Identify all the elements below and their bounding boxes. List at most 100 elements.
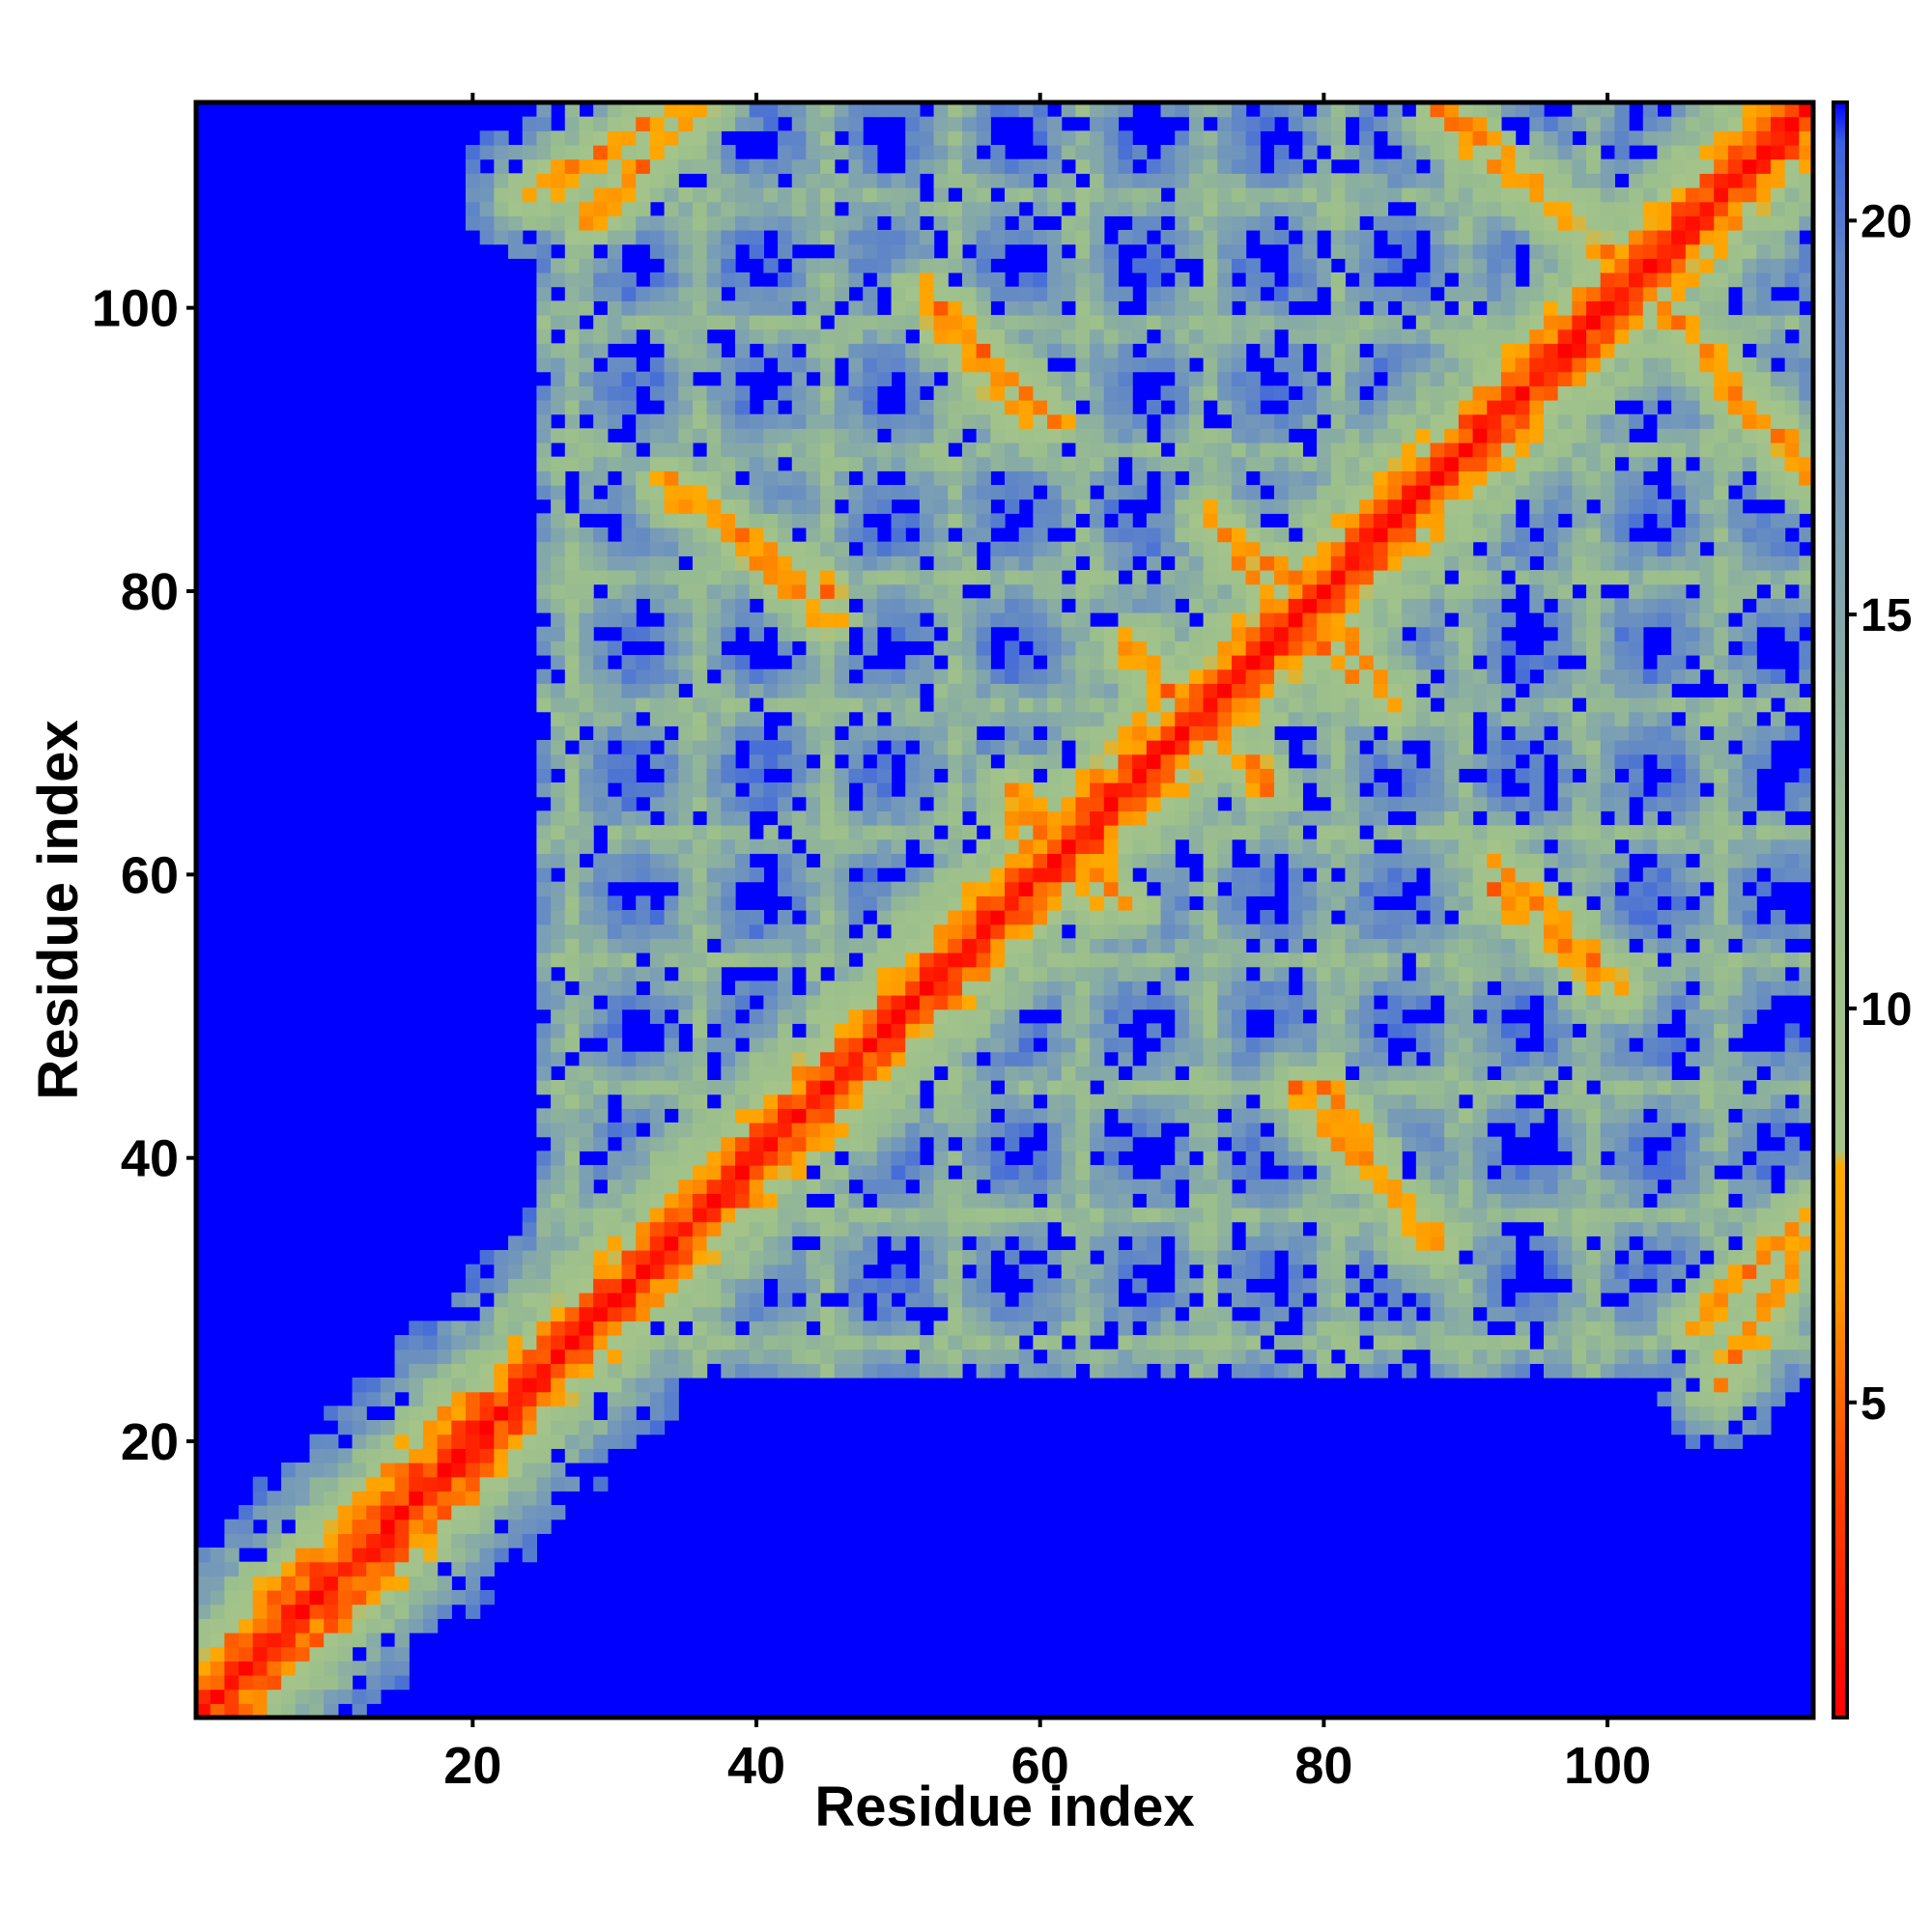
heatmap-cell (1018, 725, 1034, 741)
heatmap-cell (735, 1165, 751, 1180)
heatmap-cell (961, 668, 978, 684)
heatmap-cell (948, 725, 963, 741)
heatmap-cell (1330, 343, 1347, 358)
heatmap-cell (394, 1476, 410, 1492)
heatmap-cell (778, 498, 793, 514)
heatmap-cell (437, 1491, 452, 1506)
heatmap-cell (990, 286, 1006, 301)
heatmap-cell (1203, 1221, 1218, 1236)
heatmap-cell (1288, 357, 1303, 373)
heatmap-cell (919, 1122, 935, 1138)
heatmap-cell (692, 881, 708, 896)
heatmap-cell (579, 1293, 594, 1308)
heatmap-cell (1175, 413, 1190, 429)
heatmap-cell (252, 1675, 269, 1690)
heatmap-cell (1260, 1080, 1275, 1095)
heatmap-cell (1330, 923, 1347, 939)
heatmap-cell (1132, 598, 1148, 613)
heatmap-cell (706, 740, 722, 755)
heatmap-cell (706, 1037, 722, 1053)
heatmap-cell (494, 1491, 509, 1506)
heatmap-cell (721, 1278, 736, 1293)
heatmap-cell (607, 400, 623, 415)
heatmap-cell (636, 1080, 651, 1095)
heatmap-cell (621, 1051, 637, 1066)
heatmap-cell (961, 513, 978, 528)
heatmap-cell (1075, 130, 1091, 146)
heatmap-cell (919, 541, 935, 556)
heatmap-cell (721, 583, 736, 599)
heatmap-cell (990, 583, 1006, 599)
heatmap-cell (1302, 626, 1318, 641)
heatmap-cell (961, 1221, 978, 1236)
heatmap-cell (1302, 130, 1318, 146)
heatmap-cell (1160, 867, 1176, 883)
heatmap-cell (721, 1165, 736, 1180)
heatmap-cell (976, 782, 991, 798)
heatmap-cell (422, 1321, 439, 1336)
heatmap-cell (1188, 413, 1205, 429)
heatmap-cell (948, 371, 963, 386)
heatmap-cell (1302, 1037, 1318, 1053)
heatmap-cell (579, 980, 594, 996)
heatmap-cell (933, 173, 949, 188)
heatmap-cell (1103, 1208, 1120, 1223)
heatmap-cell (409, 1476, 424, 1492)
heatmap-cell (564, 1321, 581, 1336)
heatmap-cell (564, 867, 581, 883)
heatmap-cell (806, 1136, 821, 1151)
heatmap-cell (791, 1363, 808, 1378)
heatmap-cell (324, 1689, 339, 1704)
heatmap-cell (863, 1151, 878, 1166)
heatmap-cell (664, 1179, 679, 1194)
heatmap-cell (593, 187, 609, 203)
heatmap-cell (579, 230, 594, 245)
heatmap-cell (210, 1576, 225, 1591)
heatmap-cell (1188, 1278, 1205, 1293)
heatmap-cell (551, 753, 566, 769)
heatmap-cell (763, 1037, 779, 1053)
heatmap-cell (1288, 286, 1303, 301)
heatmap-cell (1061, 1221, 1077, 1236)
heatmap-cell (1103, 1278, 1120, 1293)
heatmap-cell (1090, 385, 1105, 401)
heatmap-cell (933, 583, 949, 599)
heatmap-cell (678, 923, 694, 939)
heatmap-cell (579, 1193, 594, 1208)
heatmap-cell (976, 1278, 991, 1293)
heatmap-cell (394, 1378, 410, 1393)
heatmap-cell (536, 300, 552, 316)
heatmap-cell (791, 753, 808, 769)
heatmap-cell (1245, 867, 1261, 883)
heatmap-cell (863, 1009, 878, 1024)
heatmap-cell (196, 1604, 212, 1619)
heatmap-cell (664, 145, 679, 160)
heatmap-cell (763, 1250, 779, 1265)
heatmap-cell (281, 1590, 297, 1605)
heatmap-cell (522, 1406, 538, 1421)
heatmap-cell (763, 485, 779, 500)
heatmap-cell (281, 1633, 297, 1648)
heatmap-cell (678, 995, 694, 1010)
heatmap-cell (990, 1335, 1006, 1350)
heatmap-cell (536, 1165, 552, 1180)
heatmap-cell (621, 116, 637, 131)
heatmap-cell (948, 923, 963, 939)
heatmap-cell (1274, 300, 1290, 316)
heatmap-cell (778, 626, 793, 641)
heatmap-cell (564, 1080, 581, 1095)
heatmap-cell (239, 1576, 254, 1591)
heatmap-cell (990, 838, 1006, 854)
heatmap-cell (1175, 895, 1190, 911)
heatmap-cell (1018, 1264, 1034, 1279)
heatmap-cell (1288, 1065, 1303, 1081)
heatmap-cell (948, 173, 963, 188)
heatmap-cell (1245, 1321, 1261, 1336)
heatmap-cell (876, 1065, 893, 1081)
heatmap-cell (791, 215, 808, 231)
heatmap-cell (295, 1604, 311, 1619)
heatmap-cell (1118, 1009, 1133, 1024)
heatmap-cell (1090, 655, 1105, 670)
heatmap-cell (1005, 1094, 1020, 1109)
heatmap-cell (649, 555, 666, 571)
